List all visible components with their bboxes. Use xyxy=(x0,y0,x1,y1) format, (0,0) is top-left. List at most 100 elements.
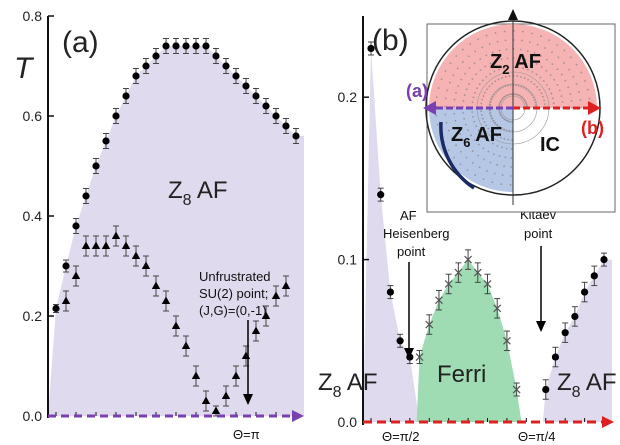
inset-grid-dot xyxy=(490,130,493,133)
inset-grid-dot xyxy=(467,55,470,58)
inset-grid-dot xyxy=(526,49,529,52)
data-point-circle xyxy=(580,288,589,296)
ferri-label: Ferri xyxy=(437,361,486,388)
inset-grid-dot xyxy=(486,169,488,172)
data-point-circle xyxy=(542,385,550,394)
panel-a: 0.0 0.2 0.4 0.6 0.8 T (a) Z8 AF Unfrustrated… xyxy=(14,8,304,442)
inset-grid-dot xyxy=(493,70,496,73)
data-point-circle xyxy=(102,137,110,145)
data-point-circle xyxy=(262,102,270,110)
inset-grid-dot xyxy=(480,114,483,116)
inset-grid-dot xyxy=(500,98,503,101)
inset-grid-dot xyxy=(533,52,536,54)
inset-grid-dot xyxy=(580,107,582,109)
inset-grid-dot xyxy=(522,30,524,33)
inset-grid-dot xyxy=(530,60,533,63)
inset-grid-dot xyxy=(491,96,494,98)
inset-grid-dot xyxy=(453,112,456,115)
inset-grid-dot xyxy=(545,69,548,72)
inset-grid-dot xyxy=(520,95,522,98)
inset-grid-dot xyxy=(519,48,522,51)
inset-grid-dot xyxy=(525,102,528,104)
inset-grid-dot xyxy=(506,57,509,60)
inset-grid-dot xyxy=(493,93,496,96)
inset-grid-dot xyxy=(533,98,536,101)
inset-grid-dot xyxy=(502,96,505,99)
inset-grid-dot xyxy=(524,58,527,61)
inset-grid-dot xyxy=(571,107,573,109)
inset-grid-dot xyxy=(470,134,473,137)
inset-grid-dot xyxy=(473,139,476,142)
inset-grid-dot xyxy=(435,114,438,117)
panel-a-data-points xyxy=(52,42,300,414)
inset-grid-dot xyxy=(496,134,499,137)
y-tick-label: 0.0 xyxy=(23,408,43,424)
inset-grid-dot xyxy=(453,105,455,108)
inset-grid-dot xyxy=(520,39,523,42)
inset-grid-dot xyxy=(500,58,503,61)
inset-grid-dot xyxy=(471,111,474,113)
inset-z2-label: Z2 AF xyxy=(490,51,541,77)
inset-grid-dot xyxy=(437,87,440,89)
inset-grid-dot xyxy=(500,183,503,186)
data-point-triangle xyxy=(261,311,271,319)
inset-grid-dot xyxy=(507,66,510,69)
inset-grid-dot xyxy=(481,46,484,49)
inset-grid-dot xyxy=(476,87,478,90)
inset-grid-dot xyxy=(567,86,570,89)
inset-grid-dot xyxy=(516,75,519,78)
inset-grid-dot xyxy=(447,129,450,132)
inset-grid-dot xyxy=(561,101,564,103)
inset-grid-dot xyxy=(538,89,541,91)
inset-arrow-b-label: (b) xyxy=(581,118,604,138)
inset-grid-dot xyxy=(515,84,517,87)
inset-grid-dot xyxy=(536,85,538,88)
inset-grid-dot xyxy=(501,174,504,177)
inset-grid-dot xyxy=(474,91,476,94)
inset-grid-dot xyxy=(490,114,493,117)
inset-grid-dot xyxy=(504,39,507,42)
su2-annotation-line-2: SU(2) point; xyxy=(199,286,268,301)
panel-b-x-arrowhead xyxy=(602,416,614,428)
data-point-circle xyxy=(202,42,210,50)
inset-grid-dot xyxy=(460,150,462,153)
data-point-circle xyxy=(367,44,375,53)
inset-grid-dot xyxy=(569,93,572,95)
data-point-triangle xyxy=(131,251,141,259)
y-tick-label: 0.0 xyxy=(338,414,358,430)
data-point-triangle xyxy=(211,406,221,414)
data-point-triangle xyxy=(191,371,201,379)
inset-grid-dot xyxy=(477,143,480,146)
inset-grid-dot xyxy=(493,172,496,175)
inset-grid-dot xyxy=(471,101,474,104)
inset-grid-dot xyxy=(496,123,499,126)
inset-grid-dot xyxy=(535,63,538,65)
inset-grid-dot xyxy=(556,84,559,86)
y-tick-label: 0.2 xyxy=(338,89,358,105)
y-tick-label: 0.1 xyxy=(338,252,358,268)
phase-diagram-inset: Z2 AF Z6 AF IC (a) (b) xyxy=(406,9,616,213)
inset-grid-dot xyxy=(479,69,482,71)
inset-grid-dot xyxy=(463,94,466,96)
inset-z6-label: Z6 AF xyxy=(451,124,502,150)
inset-grid-dot xyxy=(543,99,545,102)
inset-grid-dot xyxy=(503,137,506,140)
inset-grid-dot xyxy=(444,105,446,108)
inset-grid-dot xyxy=(501,77,503,79)
inset-grid-dot xyxy=(556,44,559,46)
inset-grid-dot xyxy=(485,124,488,127)
inset-grid-dot xyxy=(487,150,490,153)
inset-grid-dot xyxy=(463,117,466,120)
inset-grid-dot xyxy=(502,117,505,120)
data-point-circle xyxy=(52,304,60,313)
inset-grid-dot xyxy=(483,121,486,124)
data-point-triangle xyxy=(231,371,241,379)
inset-grid-dot xyxy=(498,105,501,107)
data-point-circle xyxy=(182,42,190,50)
inset-grid-dot xyxy=(588,97,591,100)
inset-grid-dot xyxy=(539,55,542,57)
inset-grid-dot xyxy=(532,96,535,99)
inset-grid-dot xyxy=(531,32,534,35)
ferri-region-fill xyxy=(416,259,522,422)
